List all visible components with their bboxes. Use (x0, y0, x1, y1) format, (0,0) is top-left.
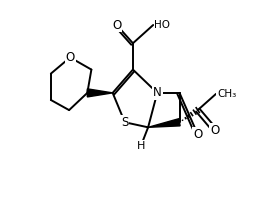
Text: S: S (121, 116, 128, 129)
Text: O: O (193, 128, 202, 141)
Text: N: N (153, 86, 162, 99)
Polygon shape (87, 89, 113, 97)
Text: O: O (210, 124, 220, 137)
Text: O: O (66, 51, 75, 64)
Text: H: H (137, 141, 145, 151)
Text: CH₃: CH₃ (217, 89, 236, 99)
Text: O: O (112, 19, 121, 31)
Text: HO: HO (154, 20, 170, 30)
Polygon shape (148, 119, 180, 127)
